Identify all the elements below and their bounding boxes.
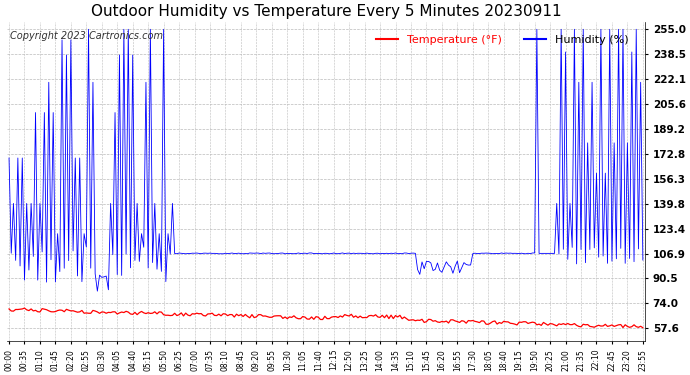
Title: Outdoor Humidity vs Temperature Every 5 Minutes 20230911: Outdoor Humidity vs Temperature Every 5 … — [90, 4, 561, 19]
Legend: Temperature (°F), Humidity (%): Temperature (°F), Humidity (%) — [371, 30, 633, 50]
Text: Copyright 2023 Cartronics.com: Copyright 2023 Cartronics.com — [10, 31, 163, 41]
